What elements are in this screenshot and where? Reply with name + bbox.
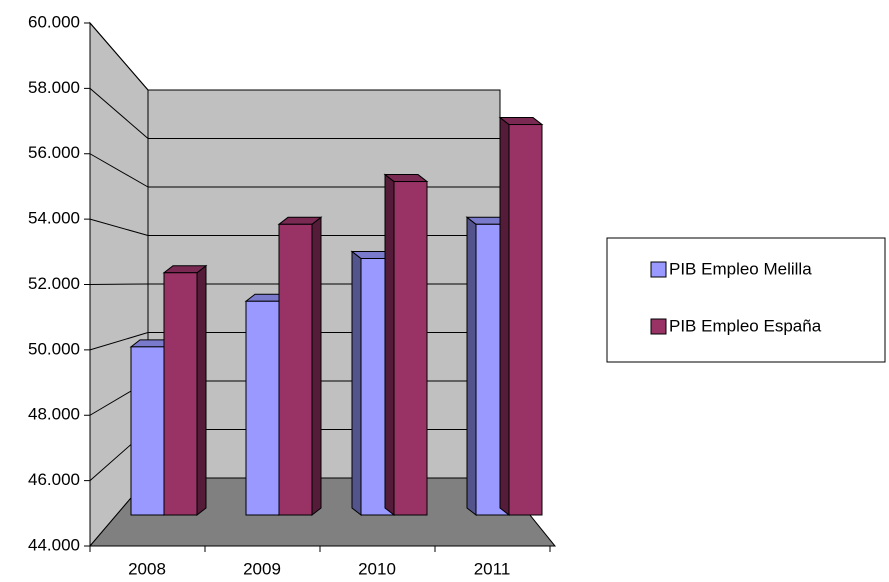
grid-line — [89, 87, 149, 139]
legend-swatch — [650, 318, 667, 335]
grid-line — [89, 22, 149, 91]
legend-swatch — [650, 261, 667, 278]
grid-line — [89, 283, 149, 285]
grid-line — [89, 153, 149, 188]
bar-side — [311, 216, 322, 517]
grid-line — [89, 332, 149, 351]
y-tick-label: 50.000 — [28, 339, 80, 358]
y-tick-label: 52.000 — [28, 274, 80, 293]
x-tick-label: 2008 — [128, 559, 166, 578]
y-tick-label: 56.000 — [28, 143, 80, 162]
legend — [606, 237, 886, 363]
y-tick-label: 48.000 — [28, 405, 80, 424]
bar-side — [499, 116, 510, 517]
x-tick-label: 2009 — [243, 559, 281, 578]
bar-side — [384, 173, 395, 517]
bar — [163, 272, 198, 516]
y-tick-label: 54.000 — [28, 209, 80, 228]
grid-line — [89, 218, 149, 236]
y-tick-label: 46.000 — [28, 470, 80, 489]
legend-label: PIB Empleo Melilla — [669, 259, 812, 278]
y-tick-label: 44.000 — [28, 535, 80, 554]
y-tick-label: 60.000 — [28, 12, 80, 31]
bar — [508, 124, 543, 516]
legend-label: PIB Empleo España — [669, 316, 822, 335]
x-tick-label: 2011 — [474, 559, 511, 578]
bar-side — [196, 264, 207, 517]
bar — [278, 223, 313, 516]
bar — [130, 346, 165, 516]
y-tick-label: 58.000 — [28, 78, 80, 97]
bar-side — [351, 250, 362, 517]
x-tick-label: 2010 — [358, 559, 396, 578]
bar-side — [466, 216, 477, 517]
bar — [245, 300, 280, 516]
bar — [393, 181, 428, 516]
